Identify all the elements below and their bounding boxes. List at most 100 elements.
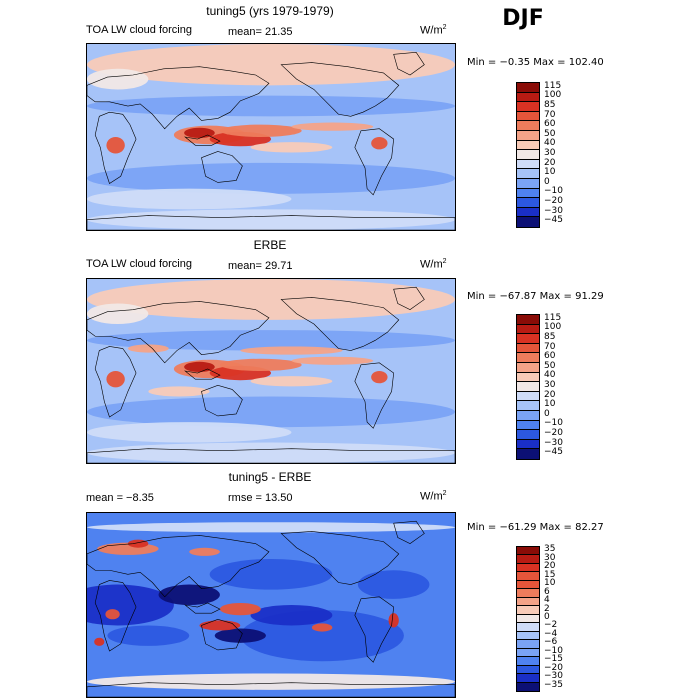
colorbar-tick-label: 20 [544, 389, 556, 400]
colorbar-swatch [517, 606, 539, 615]
colorbar-tick-label: 30 [544, 148, 556, 158]
colorbar-swatch [517, 315, 539, 325]
map-field [87, 44, 455, 230]
colorbar-swatch [517, 648, 539, 658]
panel-2-title: ERBE [253, 238, 287, 252]
colorbar-tick-label: −45 [544, 447, 563, 458]
panel-3-units: W/m2 [420, 490, 447, 503]
colorbar-tick-label: 50 [544, 360, 556, 371]
colorbar-tick-label: −2 [544, 620, 558, 631]
colorbar-swatch [517, 217, 539, 227]
map-field [87, 513, 455, 697]
colorbar-tick-label: 30 [544, 380, 556, 390]
colorbar-tick-label: 70 [544, 109, 556, 120]
colorbar-tick-label: 6 [544, 586, 550, 597]
colorbar-tick-label: 20 [544, 561, 556, 572]
colorbar-tick-label: 40 [544, 138, 556, 149]
colorbar-swatch [517, 324, 539, 335]
panel-3-minmax: Min = −61.29 Max = 82.27 [467, 522, 604, 533]
colorbar-tick-label: −10 [544, 186, 563, 197]
panel-2-minmax: Min = −67.87 Max = 91.29 [467, 291, 604, 302]
colorbar-swatch [517, 169, 539, 179]
panel-3-title: tuning5 - ERBE [228, 470, 312, 484]
colorbar-tick-label: −4 [544, 628, 558, 639]
colorbar-swatch [517, 92, 539, 103]
colorbar-tick-label: 10 [544, 399, 556, 410]
colorbar-swatch [517, 665, 539, 675]
colorbar-tick-label: 0 [544, 176, 550, 187]
colorbar-tick-label: −20 [544, 662, 563, 673]
panel-1-mean: mean= 21.35 [228, 26, 293, 38]
colorbar-swatch [517, 188, 539, 199]
colorbar-swatch [517, 572, 539, 581]
panel-1-map [86, 43, 456, 231]
colorbar-tick-label: −15 [544, 654, 563, 665]
colorbar-swatch [517, 382, 539, 392]
colorbar-tick-label: −45 [544, 215, 563, 226]
colorbar-tick-label: −20 [544, 428, 563, 438]
colorbar-tick-label: −30 [544, 437, 563, 448]
colorbar-tick-label: 70 [544, 341, 556, 352]
colorbar-tick-label: 60 [544, 119, 556, 130]
colorbar-tick-label: −30 [544, 671, 563, 682]
colorbar-tick-label: 115 [544, 80, 562, 91]
colorbar-swatch [517, 102, 539, 112]
colorbar-swatch [517, 674, 539, 683]
panel-3-colorbar [516, 546, 540, 692]
colorbar-swatch [517, 121, 539, 131]
panel-2-colorbar [516, 314, 540, 460]
colorbar-tick-label: 2 [544, 603, 550, 614]
colorbar-swatch [517, 334, 539, 344]
colorbar-swatch [517, 159, 539, 170]
colorbar-tick-label: −20 [544, 196, 563, 206]
colorbar-swatch [517, 353, 539, 363]
colorbar-tick-label: 0 [544, 612, 550, 622]
colorbar-swatch [517, 563, 539, 573]
colorbar-swatch [517, 391, 539, 402]
colorbar-tick-label: 100 [544, 90, 562, 101]
colorbar-swatch [517, 657, 539, 666]
panel-1-units: W/m2 [420, 24, 447, 37]
colorbar-swatch [517, 130, 539, 141]
colorbar-swatch [517, 555, 539, 564]
colorbar-tick-label: 10 [544, 578, 556, 589]
colorbar-swatch [517, 631, 539, 641]
colorbar-swatch [517, 83, 539, 93]
colorbar-swatch [517, 178, 539, 189]
panel-1-field-label: TOA LW cloud forcing [86, 24, 192, 36]
colorbar-swatch [517, 401, 539, 411]
colorbar-tick-label: 30 [544, 552, 556, 563]
panel-1-minmax: Min = −0.35 Max = 102.40 [467, 57, 604, 68]
panel-3-map [86, 512, 456, 698]
panel-2-mean: mean= 29.71 [228, 260, 293, 272]
panel-2-units: W/m2 [420, 258, 447, 271]
colorbar-tick-label: 35 [544, 544, 556, 555]
colorbar-swatch [517, 439, 539, 450]
colorbar-tick-label: 50 [544, 128, 556, 139]
colorbar-swatch [517, 362, 539, 373]
panel-3-mean: mean = −8.35 [86, 492, 154, 504]
colorbar-swatch [517, 547, 539, 556]
colorbar-tick-label: −30 [544, 205, 563, 216]
colorbar-swatch [517, 682, 539, 691]
colorbar-swatch [517, 449, 539, 459]
colorbar-swatch [517, 140, 539, 151]
colorbar-swatch [517, 623, 539, 632]
colorbar-tick-label: −35 [544, 679, 563, 690]
colorbar-tick-label: 0 [544, 408, 550, 419]
panel-2-field-label: TOA LW cloud forcing [86, 258, 192, 270]
panel-1-colorbar [516, 82, 540, 228]
colorbar-swatch [517, 597, 539, 607]
colorbar-swatch [517, 640, 539, 649]
colorbar-tick-label: −6 [544, 637, 558, 648]
colorbar-tick-label: 85 [544, 100, 556, 110]
colorbar-swatch [517, 614, 539, 624]
panel-2-map [86, 278, 456, 464]
season-label: DJF [502, 6, 544, 31]
colorbar-swatch [517, 207, 539, 218]
colorbar-tick-label: 115 [544, 312, 562, 323]
panel-1-title: tuning5 (yrs 1979-1979) [206, 4, 334, 18]
panel-3-rmse: rmse = 13.50 [228, 492, 293, 504]
colorbar-swatch [517, 150, 539, 160]
colorbar-tick-label: −10 [544, 645, 563, 656]
